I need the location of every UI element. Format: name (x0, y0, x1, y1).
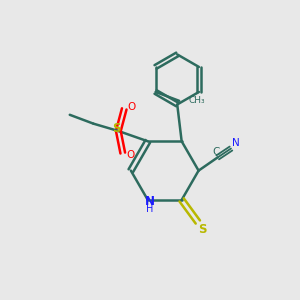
Text: S: S (198, 223, 206, 236)
Text: O: O (126, 149, 134, 160)
Text: N: N (232, 138, 239, 148)
Text: S: S (112, 122, 120, 135)
Text: C: C (213, 147, 220, 157)
Text: O: O (128, 102, 136, 112)
Text: CH₃: CH₃ (188, 96, 205, 105)
Text: N: N (145, 195, 155, 208)
Text: H: H (146, 204, 154, 214)
